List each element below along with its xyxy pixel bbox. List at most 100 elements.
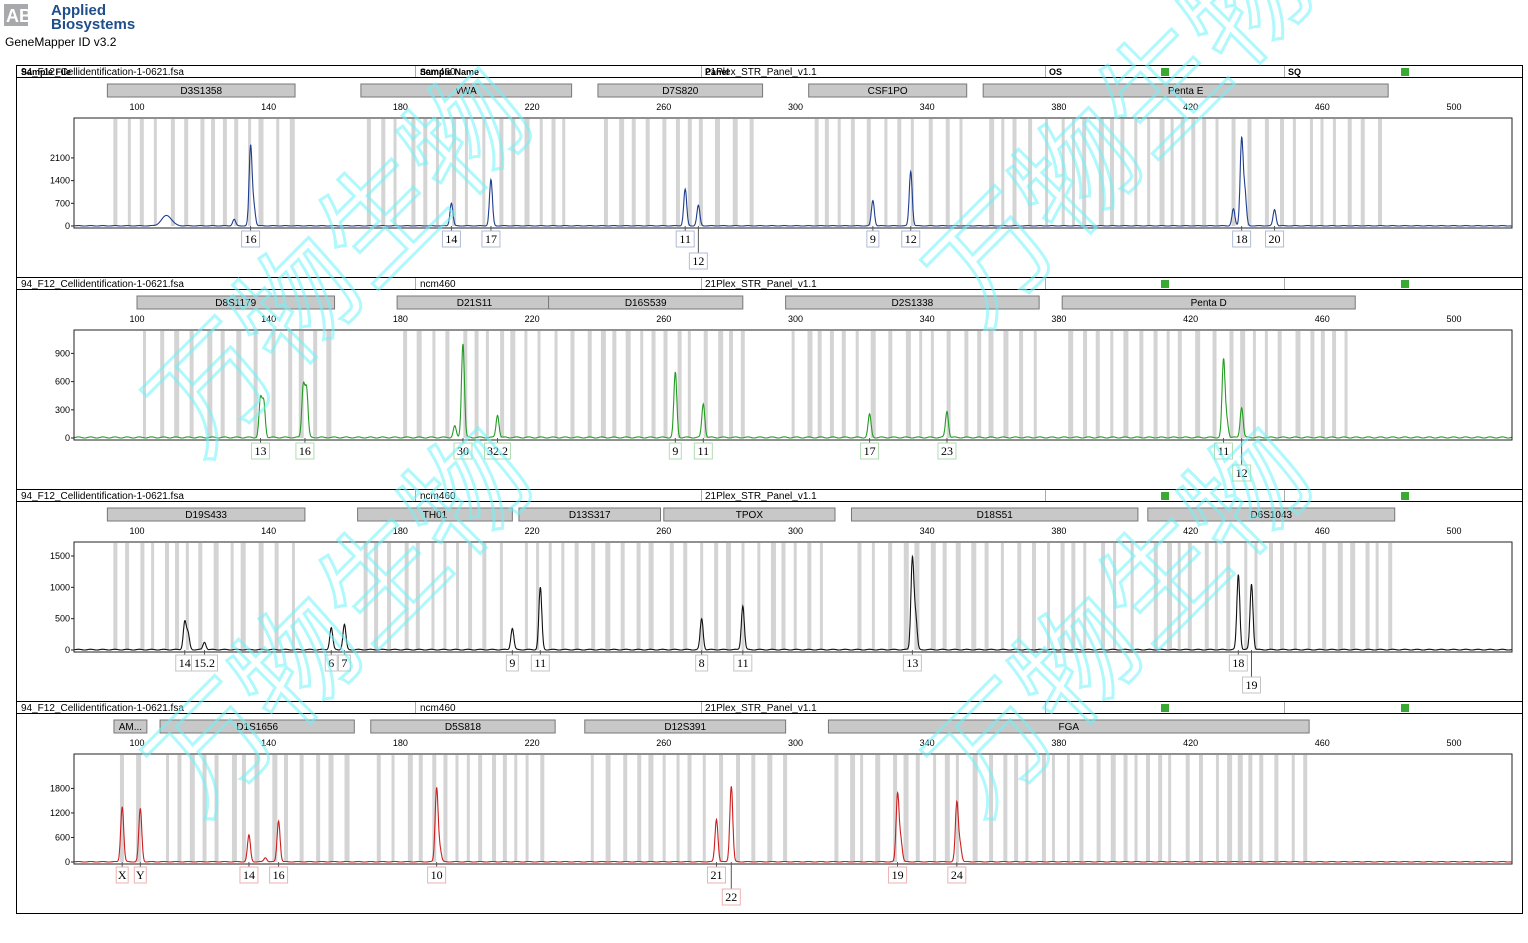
- allele-call-label[interactable]: 8: [699, 656, 705, 670]
- sample-name-value: ncm460: [420, 279, 456, 290]
- allele-call-box[interactable]: [675, 230, 695, 248]
- allele-call-label[interactable]: 18: [1232, 656, 1244, 670]
- allele-call-box[interactable]: [695, 654, 709, 672]
- allele-call-label[interactable]: 9: [509, 656, 515, 670]
- allele-bin: [452, 119, 457, 226]
- allele-call-label[interactable]: 32.2: [487, 444, 508, 458]
- allele-bin: [590, 755, 594, 862]
- allele-call-label[interactable]: 9: [672, 444, 678, 458]
- x-tick-label: 140: [261, 314, 276, 324]
- allele-call-label[interactable]: 14: [243, 868, 255, 882]
- allele-call-label[interactable]: 12: [692, 254, 704, 268]
- marker-bar: [360, 83, 573, 98]
- allele-call-box[interactable]: [688, 252, 708, 270]
- allele-call-label[interactable]: 23: [941, 444, 953, 458]
- allele-call-label[interactable]: 12: [905, 232, 917, 246]
- allele-call-label[interactable]: 21: [710, 868, 722, 882]
- allele-call-label[interactable]: 18: [1236, 232, 1248, 246]
- marker-bar: [785, 295, 1040, 310]
- panel-value: 21Plex_STR_Panel_v1.1: [705, 279, 817, 290]
- allele-call-label[interactable]: X: [118, 868, 127, 882]
- marker-bar: [370, 719, 556, 734]
- allele-call-label[interactable]: 14: [179, 656, 191, 670]
- allele-call-label[interactable]: 16: [273, 868, 285, 882]
- allele-call-box[interactable]: [1242, 676, 1262, 694]
- allele-call-box[interactable]: [937, 442, 957, 460]
- allele-call-box[interactable]: [269, 866, 289, 884]
- allele-call-box[interactable]: [1228, 654, 1248, 672]
- allele-call-box[interactable]: [295, 442, 315, 460]
- allele-call-box[interactable]: [239, 866, 259, 884]
- allele-call-box[interactable]: [1265, 230, 1285, 248]
- allele-call-label[interactable]: 16: [299, 444, 311, 458]
- allele-call-label[interactable]: 22: [725, 890, 737, 904]
- allele-call-label[interactable]: 12: [1236, 466, 1248, 480]
- x-tick-label: 420: [1183, 102, 1198, 112]
- allele-call-box[interactable]: [481, 230, 501, 248]
- allele-call-box[interactable]: [530, 654, 550, 672]
- x-tick-label: 260: [656, 526, 671, 536]
- allele-call-box[interactable]: [427, 866, 447, 884]
- allele-call-box[interactable]: [505, 654, 519, 672]
- allele-bin: [1139, 331, 1144, 438]
- allele-call-box[interactable]: [1232, 230, 1252, 248]
- allele-bin: [1280, 119, 1285, 226]
- x-tick-label: 340: [920, 314, 935, 324]
- allele-bin: [725, 543, 731, 650]
- allele-call-label[interactable]: 7: [341, 656, 347, 670]
- allele-bin: [456, 543, 460, 650]
- allele-call-box[interactable]: [133, 866, 147, 884]
- allele-call-label[interactable]: 11: [698, 444, 710, 458]
- allele-call-label[interactable]: 20: [1269, 232, 1281, 246]
- allele-call-label[interactable]: 19: [1246, 678, 1258, 692]
- allele-call-box[interactable]: [901, 230, 921, 248]
- allele-call-box[interactable]: [888, 866, 908, 884]
- allele-call-label[interactable]: 11: [535, 656, 547, 670]
- allele-call-label[interactable]: 6: [328, 656, 334, 670]
- allele-call-box[interactable]: [337, 654, 351, 672]
- allele-bin: [284, 755, 289, 862]
- allele-bin: [1229, 331, 1234, 438]
- allele-call-label[interactable]: 11: [1218, 444, 1230, 458]
- allele-call-box[interactable]: [1214, 442, 1234, 460]
- allele-call-box[interactable]: [902, 654, 922, 672]
- allele-call-label[interactable]: 17: [864, 444, 876, 458]
- allele-call-box[interactable]: [250, 442, 270, 460]
- allele-call-box[interactable]: [866, 230, 880, 248]
- allele-call-box[interactable]: [733, 654, 753, 672]
- allele-bin: [1332, 331, 1337, 438]
- allele-call-box[interactable]: [324, 654, 338, 672]
- allele-call-label[interactable]: 19: [892, 868, 904, 882]
- allele-call-box[interactable]: [484, 442, 512, 460]
- allele-call-box[interactable]: [453, 442, 473, 460]
- allele-call-label[interactable]: 14: [445, 232, 457, 246]
- allele-call-box[interactable]: [706, 866, 726, 884]
- allele-call-label[interactable]: 11: [737, 656, 749, 670]
- allele-call-box[interactable]: [668, 442, 682, 460]
- allele-call-label[interactable]: 13: [254, 444, 266, 458]
- allele-call-label[interactable]: 10: [431, 868, 443, 882]
- allele-call-box[interactable]: [860, 442, 880, 460]
- allele-call-label[interactable]: 16: [245, 232, 257, 246]
- allele-bin: [236, 331, 242, 438]
- allele-call-label[interactable]: 30: [457, 444, 469, 458]
- allele-call-label[interactable]: 9: [870, 232, 876, 246]
- allele-bin: [184, 119, 189, 226]
- allele-call-box[interactable]: [947, 866, 967, 884]
- header-panel: Panel: [705, 67, 730, 77]
- allele-call-label[interactable]: 15.2: [194, 656, 215, 670]
- allele-call-label[interactable]: 24: [951, 868, 963, 882]
- allele-bin: [1279, 543, 1284, 650]
- allele-call-label[interactable]: Y: [136, 868, 145, 882]
- allele-call-box[interactable]: [441, 230, 461, 248]
- allele-call-label[interactable]: 13: [906, 656, 918, 670]
- allele-call-box[interactable]: [1232, 464, 1252, 482]
- allele-call-box[interactable]: [721, 888, 741, 906]
- allele-call-box[interactable]: [693, 442, 713, 460]
- y-tick-label: 1000: [50, 582, 70, 592]
- allele-call-box[interactable]: [115, 866, 129, 884]
- allele-call-label[interactable]: 17: [485, 232, 497, 246]
- allele-call-box[interactable]: [241, 230, 261, 248]
- allele-call-label[interactable]: 11: [679, 232, 691, 246]
- allele-call-box[interactable]: [190, 654, 218, 672]
